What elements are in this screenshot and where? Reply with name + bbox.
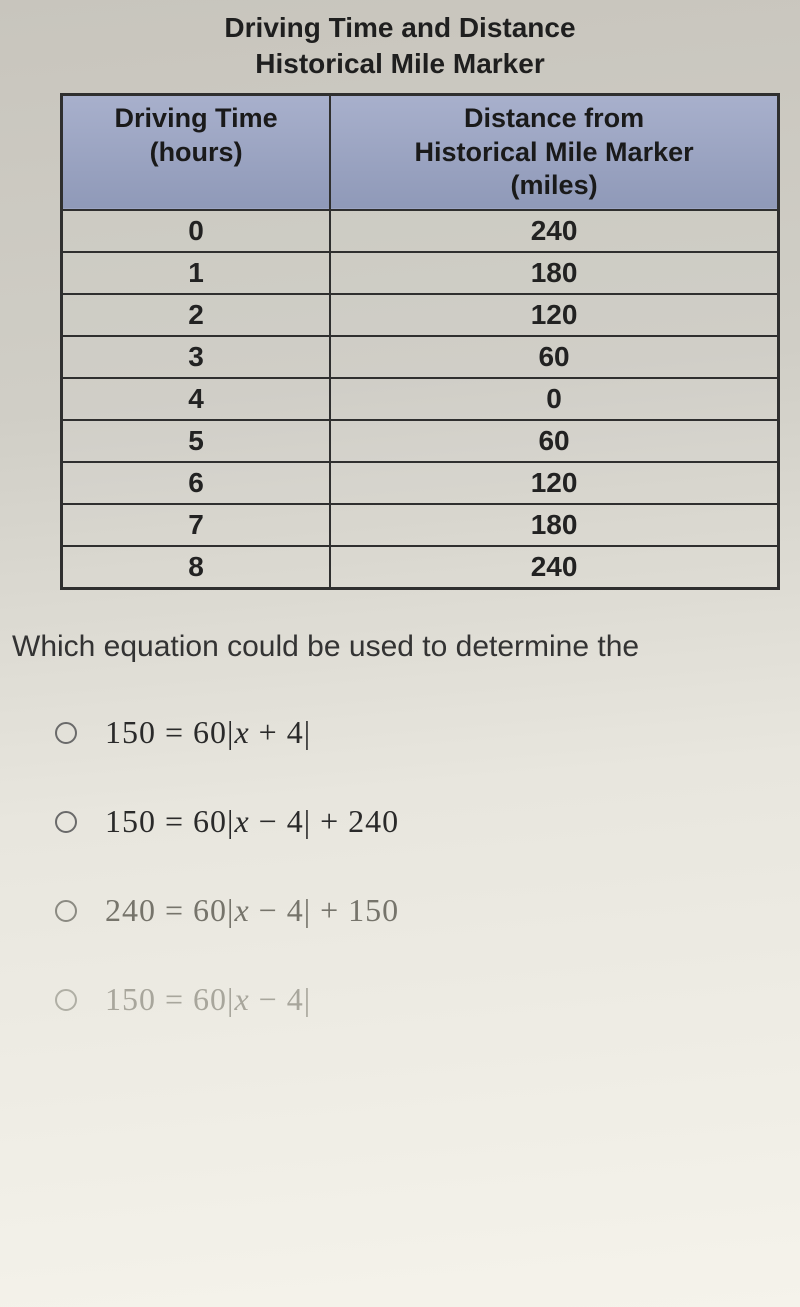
table-row: 6120 [62,462,779,504]
col-header-dist-l3: (miles) [335,169,773,203]
cell-dist: 240 [330,210,778,252]
title-line-2: Historical Mile Marker [0,46,800,82]
table-row: 2120 [62,294,779,336]
cell-time: 0 [62,210,331,252]
col-header-time-l2: (hours) [67,136,325,170]
radio-icon [55,989,77,1011]
cell-time: 5 [62,420,331,462]
col-header-dist-l1: Distance from [335,102,773,136]
table-title: Driving Time and Distance Historical Mil… [0,10,800,83]
cell-time: 1 [62,252,331,294]
cell-dist: 120 [330,294,778,336]
option-d[interactable]: 150 = 60|x − 4| [55,981,800,1018]
cell-dist: 180 [330,252,778,294]
question-text: Which equation could be used to determin… [12,630,800,664]
cell-dist: 180 [330,504,778,546]
title-line-1: Driving Time and Distance [0,10,800,46]
col-header-time-l1: Driving Time [67,102,325,136]
col-header-distance: Distance from Historical Mile Marker (mi… [330,94,778,210]
option-c[interactable]: 240 = 60|x − 4| + 150 [55,892,800,929]
table-row: 0240 [62,210,779,252]
cell-time: 7 [62,504,331,546]
cell-dist: 120 [330,462,778,504]
cell-dist: 60 [330,420,778,462]
radio-icon [55,900,77,922]
cell-dist: 60 [330,336,778,378]
table-row: 360 [62,336,779,378]
col-header-dist-l2: Historical Mile Marker [335,136,773,170]
cell-dist: 240 [330,546,778,589]
cell-time: 4 [62,378,331,420]
option-c-equation: 240 = 60|x − 4| + 150 [105,892,399,929]
cell-dist: 0 [330,378,778,420]
cell-time: 8 [62,546,331,589]
answer-options: 150 = 60|x + 4| 150 = 60|x − 4| + 240 24… [55,714,800,1018]
option-a[interactable]: 150 = 60|x + 4| [55,714,800,751]
table-row: 8240 [62,546,779,589]
col-header-time: Driving Time (hours) . [62,94,331,210]
radio-icon [55,722,77,744]
radio-icon [55,811,77,833]
cell-time: 6 [62,462,331,504]
table-row: 1180 [62,252,779,294]
data-table: Driving Time (hours) . Distance from His… [60,93,780,590]
cell-time: 3 [62,336,331,378]
option-d-equation: 150 = 60|x − 4| [105,981,311,1018]
table-row: 560 [62,420,779,462]
table-row: 40 [62,378,779,420]
option-b[interactable]: 150 = 60|x − 4| + 240 [55,803,800,840]
cell-time: 2 [62,294,331,336]
table-row: 7180 [62,504,779,546]
option-a-equation: 150 = 60|x + 4| [105,714,311,751]
option-b-equation: 150 = 60|x − 4| + 240 [105,803,399,840]
